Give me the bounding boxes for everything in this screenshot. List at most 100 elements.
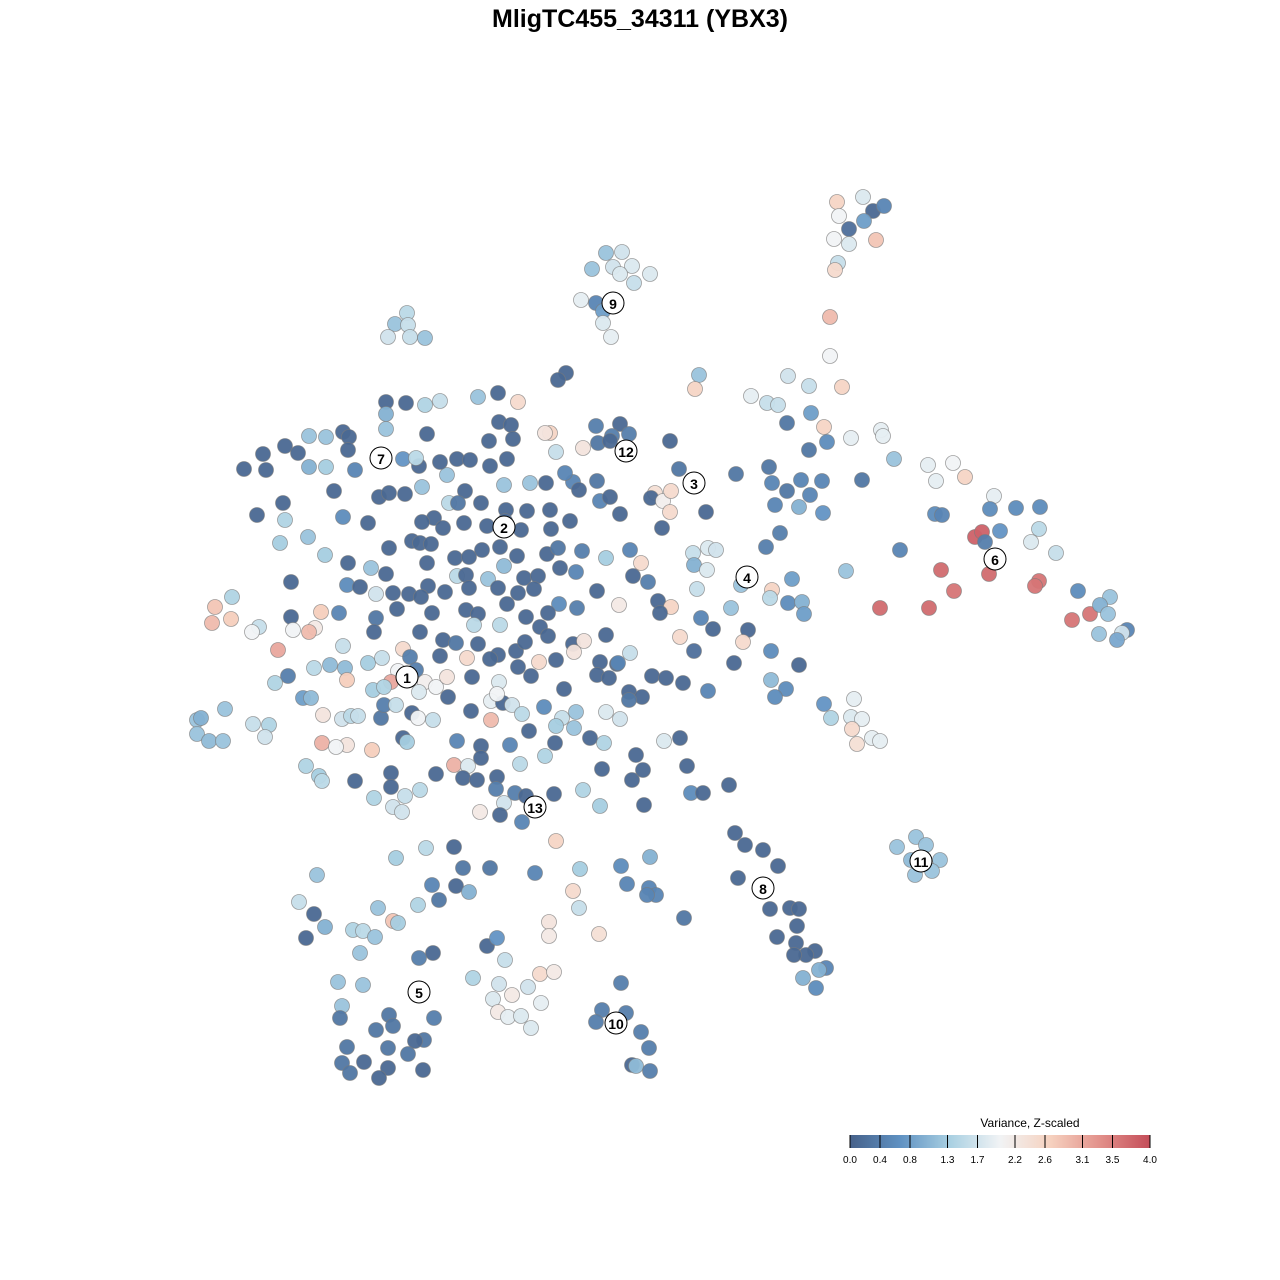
point (381, 485, 397, 501)
point (892, 542, 908, 558)
colorbar-tick-label: 1.3 (941, 1155, 955, 1166)
point (517, 634, 533, 650)
cluster-label: 7 (377, 451, 385, 467)
point (672, 629, 688, 645)
point (356, 1054, 372, 1070)
point (224, 589, 240, 605)
point (412, 782, 428, 798)
point (335, 638, 351, 654)
point (562, 513, 578, 529)
colorbar-legend: Variance, Z-scaled 0.0 0.4 0.8 1.3 1.7 2.2 2.6… (843, 1116, 1157, 1166)
point (519, 503, 535, 519)
point (193, 710, 209, 726)
point (758, 539, 774, 555)
point (841, 221, 857, 237)
colorbar-tick-label: 1.7 (971, 1155, 985, 1166)
point (201, 733, 217, 749)
point (1023, 534, 1039, 550)
point (255, 446, 271, 462)
point (568, 564, 584, 580)
point (470, 636, 486, 652)
point (591, 926, 607, 942)
point (459, 650, 475, 666)
point (368, 586, 384, 602)
point (426, 1010, 442, 1026)
point (490, 385, 506, 401)
point (662, 433, 678, 449)
point (763, 643, 779, 659)
point (399, 734, 415, 750)
point (450, 495, 466, 511)
point (301, 428, 317, 444)
point (461, 549, 477, 565)
point (352, 579, 368, 595)
point (330, 974, 346, 990)
point (504, 697, 520, 713)
point (889, 839, 905, 855)
point (1048, 545, 1064, 561)
point (801, 442, 817, 458)
point (378, 421, 394, 437)
point (267, 675, 283, 691)
point (419, 426, 435, 442)
point (448, 878, 464, 894)
point (822, 309, 838, 325)
point (541, 914, 557, 930)
point (527, 865, 543, 881)
point (686, 643, 702, 659)
point (425, 945, 441, 961)
point (619, 876, 635, 892)
point (708, 542, 724, 558)
point (628, 1058, 644, 1074)
point (415, 1062, 431, 1078)
point (482, 651, 498, 667)
point (537, 425, 553, 441)
point (417, 330, 433, 346)
point (411, 950, 427, 966)
point (815, 505, 831, 521)
point (548, 652, 564, 668)
point (448, 635, 464, 651)
point (497, 952, 513, 968)
point (831, 208, 847, 224)
point (598, 704, 614, 720)
point (816, 696, 832, 712)
point (465, 970, 481, 986)
point (957, 469, 973, 485)
point (621, 426, 637, 442)
point (510, 394, 526, 410)
point (258, 462, 274, 478)
cluster-label-badge (601, 291, 625, 315)
point (642, 849, 658, 865)
point (598, 245, 614, 261)
point (340, 555, 356, 571)
colorbar-tick-label: 4.0 (1143, 1155, 1157, 1166)
cluster-label-badge (604, 1011, 628, 1035)
point (762, 901, 778, 917)
point (352, 945, 368, 961)
point (622, 645, 638, 661)
point (639, 887, 655, 903)
point (368, 610, 384, 626)
point (466, 617, 482, 633)
point (417, 397, 433, 413)
cluster-label-badge (983, 547, 1007, 571)
point (594, 761, 610, 777)
point (791, 657, 807, 673)
point (380, 1040, 396, 1056)
point (854, 711, 870, 727)
point (763, 672, 779, 688)
point (428, 679, 444, 695)
point (601, 670, 617, 686)
point (245, 716, 261, 732)
cluster-label: 1 (403, 670, 411, 686)
cluster-label: 2 (500, 520, 508, 536)
point (596, 735, 612, 751)
point (388, 697, 404, 713)
cluster-label: 3 (690, 476, 698, 492)
point (303, 690, 319, 706)
point (489, 930, 505, 946)
point (1027, 578, 1043, 594)
point (440, 689, 456, 705)
point (389, 601, 405, 617)
